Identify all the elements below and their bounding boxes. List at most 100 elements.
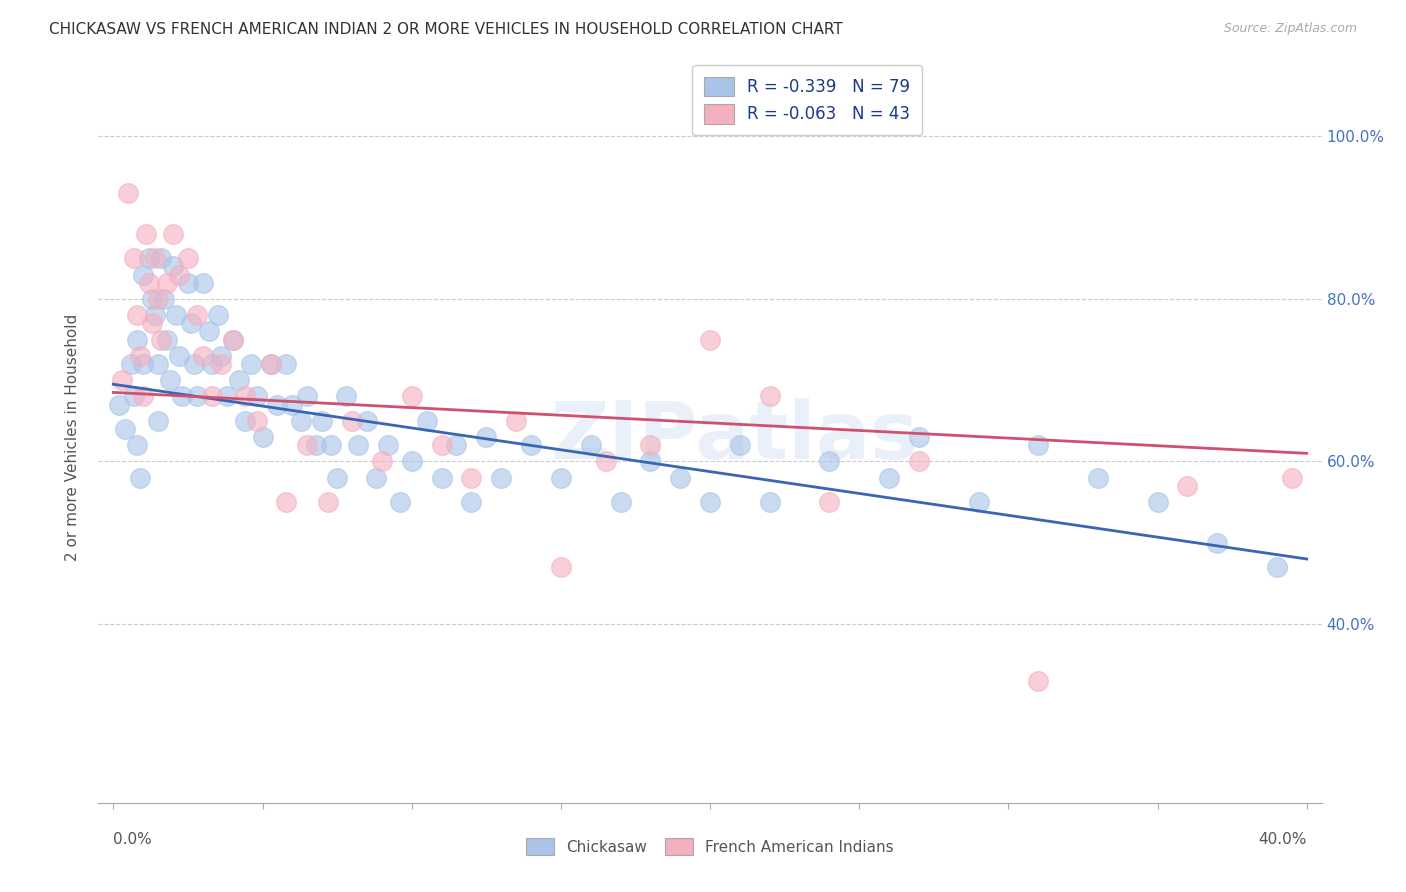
Point [276,357,298,371]
Point [640,454,662,468]
Point [326,471,349,485]
Point [520,438,543,452]
Point [550,471,572,485]
Point [117,186,139,201]
Point [609,495,631,509]
Point [430,471,453,485]
Point [758,389,780,403]
Point [260,357,283,371]
Point [401,454,423,468]
Point [146,357,169,371]
Point [146,414,169,428]
Point [908,430,931,444]
Point [245,414,267,428]
Point [183,357,205,371]
Point [111,373,134,387]
Text: 40.0%: 40.0% [1258,832,1306,847]
Point [430,438,453,452]
Point [228,373,250,387]
Point [460,495,482,509]
Point [640,438,662,452]
Point [1146,495,1168,509]
Point [415,414,437,428]
Point [233,414,256,428]
Point [186,389,208,403]
Point [129,471,152,485]
Point [127,438,149,452]
Point [335,389,357,403]
Text: 0.0%: 0.0% [114,832,152,847]
Point [233,389,256,403]
Point [120,357,142,371]
Point [191,276,214,290]
Point [579,438,602,452]
Point [475,430,498,444]
Point [143,308,166,322]
Point [129,349,152,363]
Point [198,325,221,339]
Point [1265,560,1288,574]
Point [122,252,145,266]
Point [127,308,149,322]
Point [1087,471,1109,485]
Point [186,308,208,322]
Point [260,357,283,371]
Point [371,454,394,468]
Point [170,389,193,403]
Point [699,333,721,347]
Point [595,454,617,468]
Point [758,495,780,509]
Point [207,308,229,322]
Point [150,252,173,266]
Point [347,438,370,452]
Point [281,398,304,412]
Text: ZIPatlas: ZIPatlas [550,398,918,476]
Point [132,268,155,282]
Point [818,495,841,509]
Point [388,495,411,509]
Point [114,422,136,436]
Point [1281,471,1303,485]
Legend: Chickasaw, French American Indians: Chickasaw, French American Indians [517,829,903,864]
Point [1026,438,1049,452]
Point [446,438,468,452]
Point [162,260,184,274]
Point [239,357,262,371]
Point [146,292,169,306]
Point [316,495,339,509]
Point [221,333,243,347]
Point [252,430,274,444]
Y-axis label: 2 or more Vehicles in Household: 2 or more Vehicles in Household [65,313,80,561]
Point [153,292,176,306]
Point [132,357,155,371]
Point [150,333,173,347]
Point [1206,535,1229,549]
Point [132,389,155,403]
Point [550,560,572,574]
Point [460,471,482,485]
Point [141,316,163,330]
Point [221,333,243,347]
Point [1026,673,1049,688]
Point [215,389,238,403]
Point [162,227,184,241]
Point [191,349,214,363]
Point [177,276,200,290]
Point [138,252,160,266]
Point [908,454,931,468]
Point [135,227,157,241]
Point [266,398,288,412]
Point [305,438,328,452]
Point [127,333,149,347]
Point [141,292,163,306]
Point [167,349,190,363]
Point [209,349,232,363]
Point [699,495,721,509]
Point [1177,479,1199,493]
Point [728,438,751,452]
Point [297,438,319,452]
Point [297,389,319,403]
Point [209,357,232,371]
Point [156,333,179,347]
Text: CHICKASAW VS FRENCH AMERICAN INDIAN 2 OR MORE VEHICLES IN HOUSEHOLD CORRELATION : CHICKASAW VS FRENCH AMERICAN INDIAN 2 OR… [49,22,844,37]
